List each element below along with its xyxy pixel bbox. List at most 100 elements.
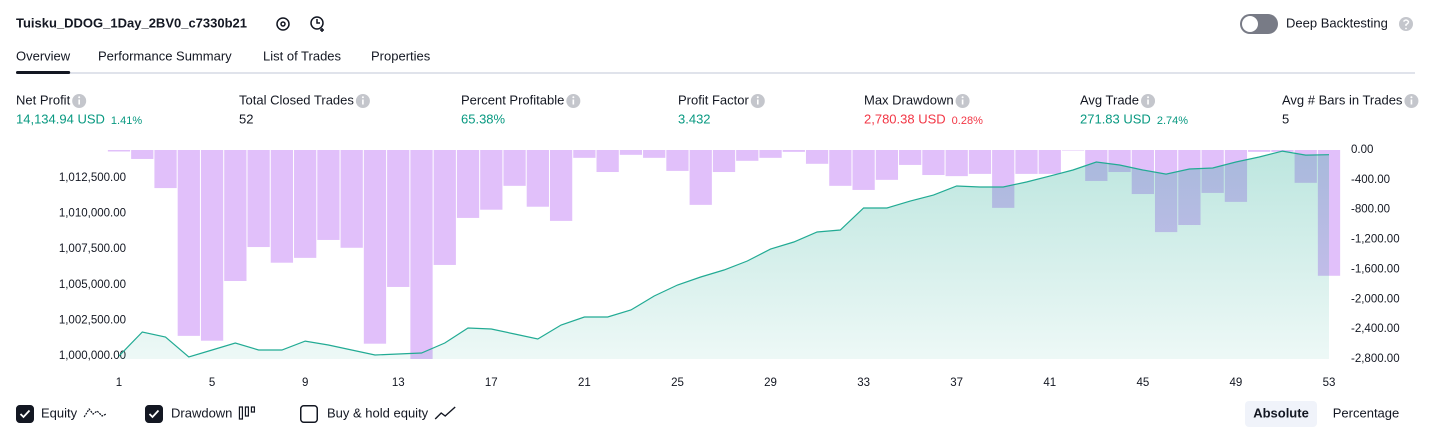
chart: 1,000,000.00 1,002,500.00 1,005,000.00 1,00…	[59, 144, 1400, 389]
deep-backtesting-toggle[interactable]	[1240, 14, 1278, 34]
stat-value: 14,134.94 USD	[16, 111, 105, 126]
drawdown-bar	[829, 150, 852, 186]
y-tick-label: 1,007,500.00	[59, 243, 126, 255]
drawdown-bar	[945, 150, 968, 177]
drawdown-bar	[549, 150, 573, 221]
x-tick-label: 13	[392, 377, 405, 389]
mode-button[interactable]: Percentage	[1333, 405, 1400, 420]
drawdown-bar	[340, 150, 363, 248]
tab[interactable]: Properties	[371, 48, 431, 63]
drawdown-bar	[1015, 150, 1038, 174]
y-tick-label: 1,002,500.00	[59, 314, 126, 326]
drawdown-bar	[1248, 150, 1271, 152]
checkbox-label: Equity	[41, 405, 78, 420]
drawdown-bar	[503, 150, 526, 186]
drawdown-icon	[238, 406, 256, 420]
x-tick-label: 53	[1323, 377, 1336, 389]
drawdown-bar	[736, 150, 759, 161]
drawdown-bar	[131, 150, 154, 159]
drawdown-bar	[573, 150, 596, 158]
tab[interactable]: Performance Summary	[98, 48, 232, 63]
source-icon[interactable]	[310, 16, 324, 32]
drawdown-bar	[433, 150, 456, 265]
drawdown-bar	[294, 150, 317, 258]
info-icon-dot	[572, 96, 575, 99]
equity-area	[119, 151, 1329, 359]
drawdown-bar	[899, 150, 922, 165]
info-icon-dot	[1147, 96, 1150, 99]
x-tick-label: 45	[1136, 377, 1149, 389]
drawdown-bar	[177, 150, 200, 336]
drawdown-bar	[596, 150, 619, 173]
help-icon[interactable]	[1399, 17, 1413, 31]
drawdown-bar	[852, 150, 875, 190]
drawdown-bar	[619, 150, 643, 155]
stat-label: Total Closed Trades	[239, 92, 354, 107]
y-tick-label: 1,010,000.00	[59, 208, 126, 220]
x-tick-label: 17	[485, 377, 498, 389]
stat-value: 65.38%	[461, 111, 506, 126]
x-tick-label: 1	[116, 377, 122, 389]
checkmark	[148, 409, 160, 419]
stats: Net Profit 14,134.94 USD 1.41% Total Closed…	[16, 92, 1419, 127]
stat-label: Net Profit	[16, 92, 71, 107]
stat-percent: 1.41%	[111, 115, 142, 127]
info-icon-stem	[1147, 99, 1149, 105]
info-icon-stem	[78, 99, 80, 105]
stat-percent: 0.28%	[952, 115, 983, 127]
drawdown-bar	[805, 150, 829, 164]
y2-tick-label: 0.00	[1351, 144, 1373, 156]
info-icon-stem	[1410, 99, 1413, 105]
mode-button[interactable]: Absolute	[1253, 405, 1309, 420]
drawdown-bar	[968, 150, 992, 174]
drawdown-bar	[456, 150, 480, 218]
info-icon-dot	[1410, 96, 1413, 99]
settings-icon[interactable]	[276, 17, 290, 31]
drawdown-bar	[1061, 150, 1085, 151]
toggle-knob	[1242, 16, 1258, 32]
stat-value: 271.83 USD	[1080, 111, 1151, 126]
tab[interactable]: List of Trades	[263, 48, 342, 63]
drawdown-bar	[224, 150, 247, 281]
x-tick-label: 37	[950, 377, 963, 389]
x-tick-label: 9	[302, 377, 308, 389]
controls: Equity Drawdown Buy & hold equity Absolute P…	[16, 401, 1400, 427]
drawdown-bar	[107, 150, 131, 152]
drawdown-bar	[410, 150, 433, 359]
y2-tick-label: -2,800.00	[1351, 353, 1400, 365]
drawdown-bar	[689, 150, 712, 205]
drawdown-bar	[759, 150, 782, 158]
drawdown-bar	[1038, 150, 1061, 174]
info-icon-dot	[756, 96, 759, 99]
x-tick-label: 41	[1043, 377, 1056, 389]
checkmark	[19, 409, 31, 419]
equity-line	[118, 150, 1330, 358]
y-tick-label: 1,000,000.00	[59, 350, 126, 362]
drawdown-bar	[666, 150, 689, 171]
equity-icon	[83, 407, 107, 418]
drawdown-bar	[922, 150, 945, 176]
checkbox[interactable]	[145, 405, 163, 423]
checkbox[interactable]	[300, 405, 318, 423]
drawdown-bar	[154, 150, 177, 189]
y2-tick-label: -2,400.00	[1351, 323, 1400, 335]
tab[interactable]: Overview	[16, 48, 71, 63]
stat-label: Max Drawdown	[864, 92, 954, 107]
x-tick-label: 25	[671, 377, 684, 389]
checkbox[interactable]	[16, 405, 34, 423]
x-tick-label: 21	[578, 377, 591, 389]
stat-label: Avg Trade	[1080, 92, 1139, 107]
y-tick-label: 1,005,000.00	[59, 279, 126, 291]
y2-tick-label: -1,200.00	[1351, 234, 1400, 246]
stat-value: 2,780.38 USD	[864, 111, 946, 126]
y-tick-label: 1,012,500.00	[59, 172, 126, 184]
x-tick-label: 49	[1230, 377, 1243, 389]
info-icon-stem	[756, 99, 759, 105]
toggle-label: Deep Backtesting	[1286, 15, 1388, 30]
stat-label: Percent Profitable	[461, 92, 564, 107]
y2-tick-label: -800.00	[1351, 204, 1390, 216]
stat-label: Profit Factor	[678, 92, 749, 107]
drawdown-bar	[270, 150, 294, 263]
